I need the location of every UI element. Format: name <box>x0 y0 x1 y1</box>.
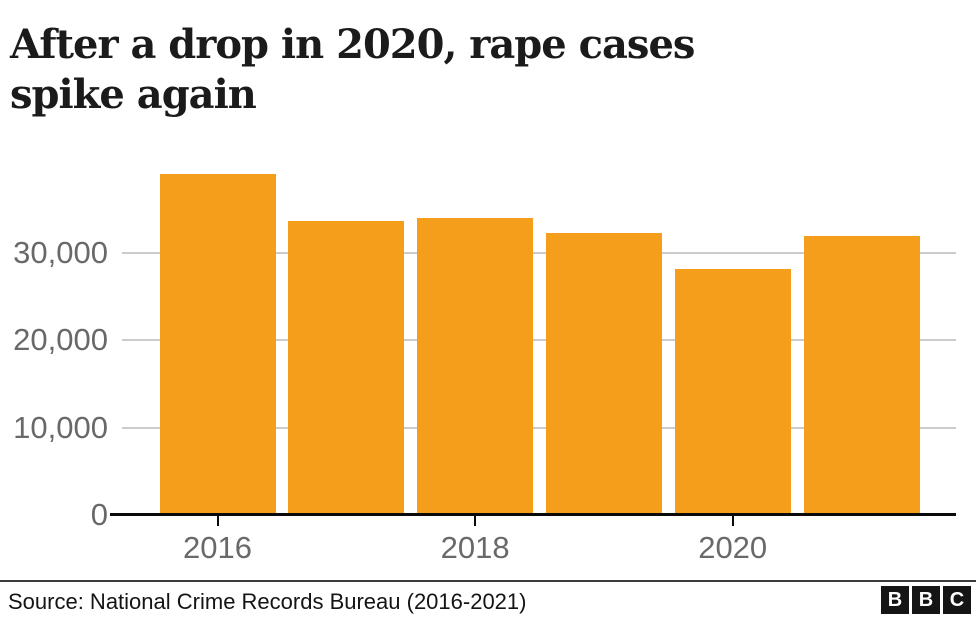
bbc-logo: B B C <box>881 586 971 614</box>
bbc-logo-block-b2: B <box>912 586 940 614</box>
y-axis-label: 10,000 <box>13 409 108 445</box>
chart-bar-2020 <box>674 268 791 515</box>
x-axis-label: 2016 <box>183 530 252 565</box>
footer-divider <box>0 580 976 582</box>
gridline-10000 <box>122 426 956 429</box>
chart-bar-2016 <box>159 173 276 515</box>
gridline-30000 <box>122 251 956 254</box>
gridline-20000 <box>122 339 956 342</box>
y-axis-label: 0 <box>90 497 108 532</box>
y-axis-label: 20,000 <box>13 322 108 358</box>
chart-title-line1: After a drop in 2020, rape cases <box>10 21 695 68</box>
bar-chart: 30,000 20,000 10,000 0 2016 2018 2020 <box>13 173 956 565</box>
x-axis-label: 2018 <box>440 530 510 565</box>
bbc-logo-block-c: C <box>943 586 971 614</box>
x-axis-label: 2020 <box>698 530 768 565</box>
chart-bar-2017 <box>288 220 405 515</box>
x-axis-tick-2016 <box>216 516 219 526</box>
source-attribution: Source: National Crime Records Bureau (2… <box>8 589 527 614</box>
chart-bar-2018 <box>417 218 534 515</box>
chart-bar-2021 <box>803 236 920 515</box>
x-axis-line <box>110 513 956 516</box>
x-axis-tick-2020 <box>731 516 734 526</box>
chart-title: After a drop in 2020, rape cases spike a… <box>10 20 750 121</box>
x-axis-tick-2018 <box>474 516 477 526</box>
bbc-logo-block-b1: B <box>881 586 909 614</box>
y-axis-label: 30,000 <box>13 234 108 270</box>
chart-title-line2: spike again <box>10 71 257 119</box>
chart-bar-2019 <box>545 233 662 515</box>
